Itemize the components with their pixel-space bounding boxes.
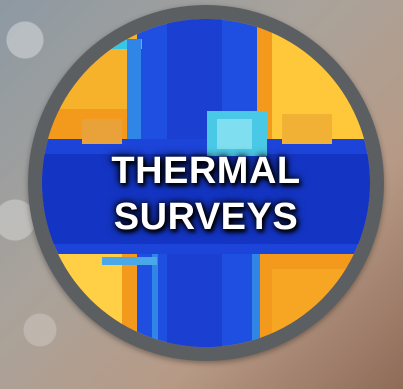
title-line-2: SURVEYS (113, 196, 299, 238)
thermal-scene (42, 19, 370, 347)
title-line-1: THERMAL (111, 150, 301, 192)
badge-title: THERMAL SURVEYS (42, 148, 370, 240)
thermal-image (42, 19, 370, 347)
